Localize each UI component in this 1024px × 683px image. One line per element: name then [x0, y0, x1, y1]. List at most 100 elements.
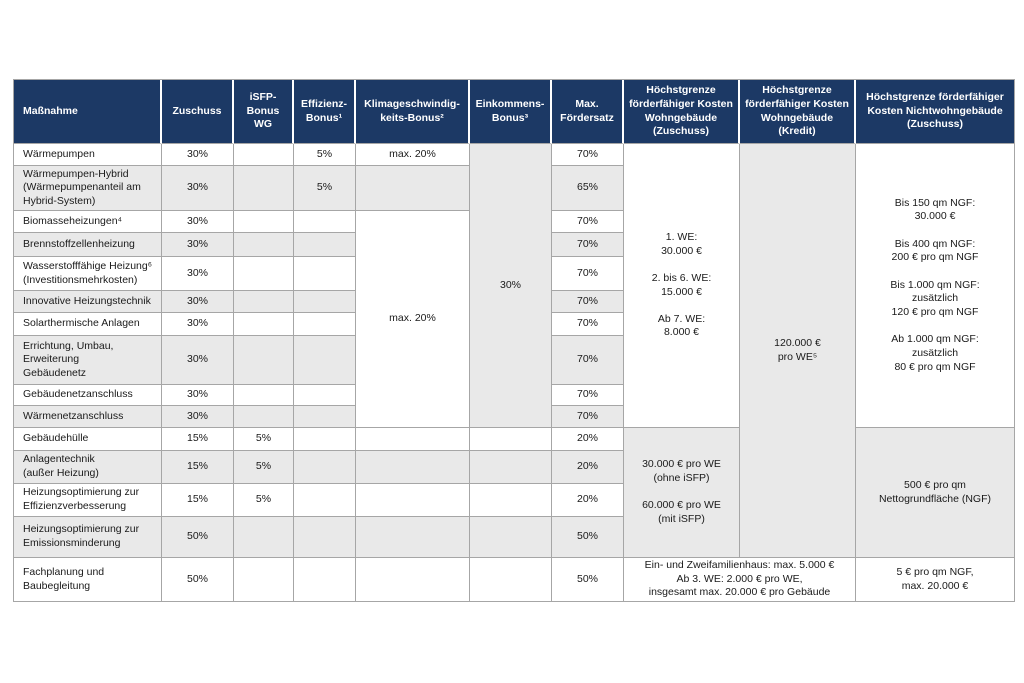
massnahme-gebaeudehuelle: Gebäudehülle: [14, 428, 162, 451]
limit-wohngebaeude-zuschuss-effizienz: 30.000 € pro WE (ohne iSFP) 60.000 € pro…: [624, 428, 740, 558]
klima-bonus-waermepumpen: max. 20%: [356, 144, 470, 166]
massnahme-gebaeudenetz: Errichtung, Umbau, Erweiterung Gebäudene…: [14, 336, 162, 385]
limit-wohngebaeude-zuschuss-heizung: 1. WE: 30.000 € 2. bis 6. WE: 15.000 € A…: [624, 144, 740, 428]
massnahme-heizungsoptimierung-emission: Heizungsoptimierung zur Emissionsminderu…: [14, 517, 162, 558]
cell-r6-c4: [294, 257, 356, 291]
limit-wohngebaeude-kredit: 120.000 € pro WE⁵: [740, 144, 856, 558]
cell-r13-c5: [356, 451, 470, 484]
massnahme-innovative-heizungstechnik: Innovative Heizungstechnik: [14, 291, 162, 313]
cell-r16-c6: [470, 558, 552, 601]
cell-r16-c7: 50%: [552, 558, 624, 601]
cell-r12-c4: [294, 428, 356, 451]
massnahme-wasserstofffaehige-heizung: Wasserstofffähige Heizung⁶ (Investitions…: [14, 257, 162, 291]
cell-r9-c3: [234, 336, 294, 385]
cell-r2-c3: [234, 144, 294, 166]
header-zuschuss: Zuschuss: [162, 80, 234, 144]
cell-r5-c4: [294, 233, 356, 257]
cell-r16-c4: [294, 558, 356, 601]
cell-r4-c2: 30%: [162, 211, 234, 233]
cell-r16-c3: [234, 558, 294, 601]
cell-r13-c7: 20%: [552, 451, 624, 484]
cell-r16-c2: 50%: [162, 558, 234, 601]
cell-r13-c2: 15%: [162, 451, 234, 484]
cell-r9-c2: 30%: [162, 336, 234, 385]
cell-r6-c2: 30%: [162, 257, 234, 291]
cell-r12-c5: [356, 428, 470, 451]
cell-r7-c4: [294, 291, 356, 313]
massnahme-brennstoffzellenheizung: Brennstoffzellenheizung: [14, 233, 162, 257]
cell-r16-c5: [356, 558, 470, 601]
cell-r12-c3: 5%: [234, 428, 294, 451]
massnahme-solarthermische-anlagen: Solarthermische Anlagen: [14, 313, 162, 336]
header-effizienz-bonus: Effizienz-Bonus¹: [294, 80, 356, 144]
cell-r10-c3: [234, 385, 294, 406]
massnahme-waermepumpen: Wärmepumpen: [14, 144, 162, 166]
cell-r11-c4: [294, 406, 356, 428]
massnahme-anlagentechnik: Anlagentechnik (außer Heizung): [14, 451, 162, 484]
cell-r7-c3: [234, 291, 294, 313]
cell-r4-c7: 70%: [552, 211, 624, 233]
header-hoechstgrenze-wohngebaeude-zuschuss: Höchstgrenze förderfähiger Kosten Wohnge…: [624, 80, 740, 144]
cell-r7-c2: 30%: [162, 291, 234, 313]
massnahme-fachplanung: Fachplanung und Baubegleitung: [14, 558, 162, 601]
cell-r2-c7: 70%: [552, 144, 624, 166]
einkommens-bonus-merged: 30%: [470, 144, 552, 428]
cell-r13-c3: 5%: [234, 451, 294, 484]
cell-r12-c7: 20%: [552, 428, 624, 451]
cell-r8-c2: 30%: [162, 313, 234, 336]
massnahme-waermepumpen-hybrid: Wärmepumpen-Hybrid (Wärmepumpenanteil am…: [14, 166, 162, 211]
cell-r3-c2: 30%: [162, 166, 234, 211]
header-einkommens-bonus: Einkommens-Bonus³: [470, 80, 552, 144]
massnahme-heizungsoptimierung-effizienz: Heizungsoptimierung zur Effizienzverbess…: [14, 484, 162, 517]
cell-r10-c4: [294, 385, 356, 406]
cell-r11-c2: 30%: [162, 406, 234, 428]
cell-r2-c4: 5%: [294, 144, 356, 166]
cell-r14-c6: [470, 484, 552, 517]
cell-r15-c3: [234, 517, 294, 558]
cell-r15-c5: [356, 517, 470, 558]
cell-r15-c4: [294, 517, 356, 558]
cell-r6-c7: 70%: [552, 257, 624, 291]
cell-r5-c3: [234, 233, 294, 257]
cell-r3-c5: [356, 166, 470, 211]
cell-r13-c4: [294, 451, 356, 484]
cell-r7-c7: 70%: [552, 291, 624, 313]
header-hoechstgrenze-wohngebaeude-kredit: Höchstgrenze förderfähiger Kosten Wohnge…: [740, 80, 856, 144]
cell-r11-c3: [234, 406, 294, 428]
cell-r4-c4: [294, 211, 356, 233]
cell-r10-c2: 30%: [162, 385, 234, 406]
limit-nichtwohngebaeude-heizung: Bis 150 qm NGF: 30.000 € Bis 400 qm NGF:…: [856, 144, 1014, 428]
header-hoechstgrenze-nichtwohngebaeude-zuschuss: Höchstgrenze förderfähiger Kosten Nichtw…: [856, 80, 1014, 144]
cell-r6-c3: [234, 257, 294, 291]
cell-r12-c2: 15%: [162, 428, 234, 451]
cell-r15-c6: [470, 517, 552, 558]
cell-r11-c7: 70%: [552, 406, 624, 428]
cell-r5-c7: 70%: [552, 233, 624, 257]
funding-table-grid: Maßnahme Zuschuss iSFP-Bonus WG Effizienz-B…: [13, 79, 1015, 602]
limit-nichtwohngebaeude-effizienz: 500 € pro qm Nettogrundfläche (NGF): [856, 428, 1014, 558]
cell-r9-c7: 70%: [552, 336, 624, 385]
limit-nichtwohngebaeude-fachplanung: 5 € pro qm NGF, max. 20.000 €: [856, 558, 1014, 601]
header-klimageschwindigkeits-bonus: Klimageschwindig-keits-Bonus²: [356, 80, 470, 144]
header-massnahme: Maßnahme: [14, 80, 162, 144]
cell-r15-c2: 50%: [162, 517, 234, 558]
cell-r15-c7: 50%: [552, 517, 624, 558]
cell-r3-c3: [234, 166, 294, 211]
cell-r4-c3: [234, 211, 294, 233]
cell-r14-c7: 20%: [552, 484, 624, 517]
cell-r5-c2: 30%: [162, 233, 234, 257]
cell-r14-c5: [356, 484, 470, 517]
massnahme-waermenetzanschluss: Wärmenetzanschluss: [14, 406, 162, 428]
cell-r3-c4: 5%: [294, 166, 356, 211]
massnahme-biomasseheizungen: Biomasseheizungen⁴: [14, 211, 162, 233]
cell-r13-c6: [470, 451, 552, 484]
header-max-foerdersatz: Max. Fördersatz: [552, 80, 624, 144]
cell-r8-c3: [234, 313, 294, 336]
cell-r3-c7: 65%: [552, 166, 624, 211]
cell-r8-c4: [294, 313, 356, 336]
cell-r2-c2: 30%: [162, 144, 234, 166]
cell-r9-c4: [294, 336, 356, 385]
cell-r8-c7: 70%: [552, 313, 624, 336]
massnahme-gebaeudenetzanschluss: Gebäudenetzanschluss: [14, 385, 162, 406]
